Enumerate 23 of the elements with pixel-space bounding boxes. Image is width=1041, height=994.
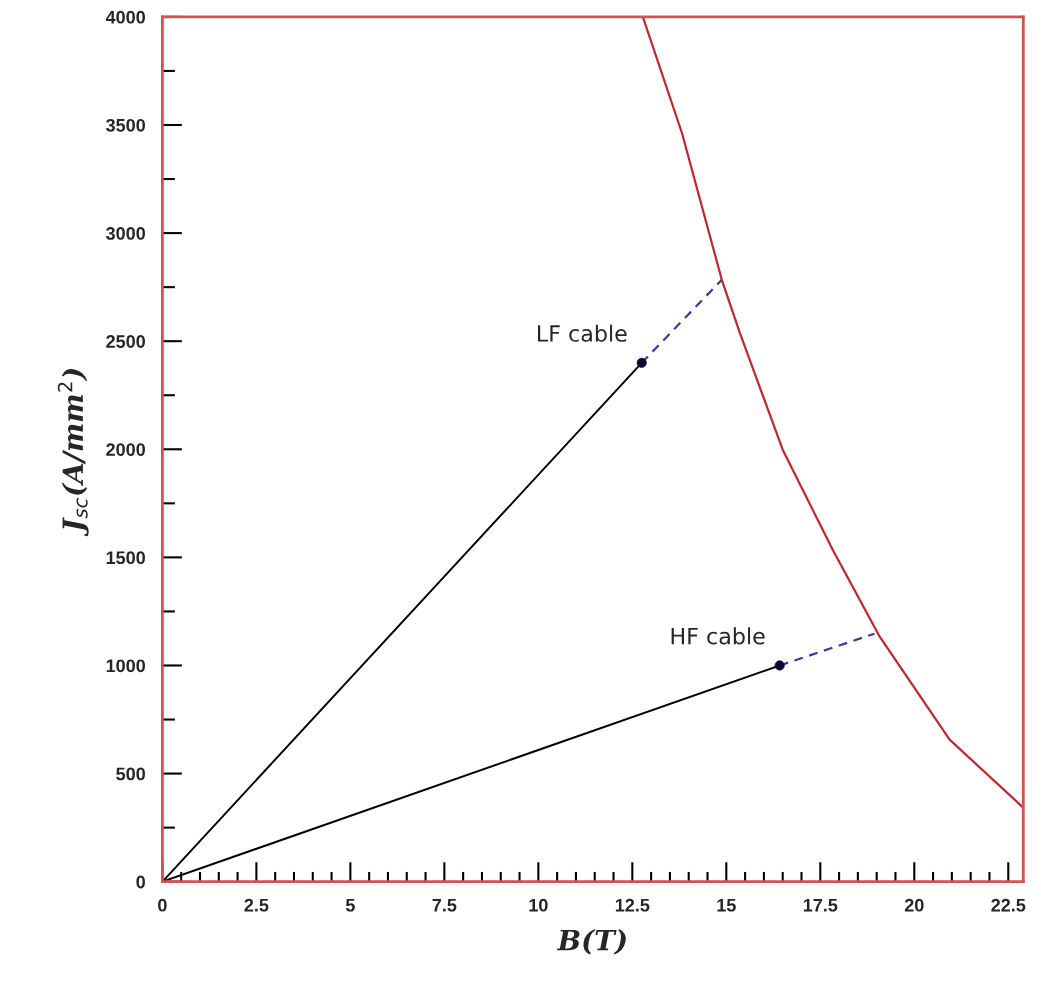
y-tick-label: 1500 — [106, 551, 145, 565]
x-tick-label: 7.5 — [432, 899, 457, 912]
y-tick-label: 4000 — [105, 10, 145, 24]
y-axis-title: J$_{sc}$(A/mm$^{2}$) — [57, 369, 89, 537]
annotation: HF cable — [671, 627, 765, 645]
annotation: LF cable — [538, 324, 627, 342]
x-tick-label: 2.5 — [244, 898, 269, 912]
x-tick-label: 0 — [158, 898, 167, 912]
x-tick-label: 20 — [904, 898, 924, 912]
y-tick-label: 3500 — [105, 118, 145, 132]
x-tick-label: 12.5 — [615, 898, 650, 912]
y-tick-label: 2500 — [106, 335, 145, 348]
x-tick-label: 5 — [345, 899, 355, 912]
x-axis-title: B(T) — [556, 929, 626, 955]
x-tick-label: 17.5 — [803, 899, 838, 912]
x-tick-label: 10 — [529, 898, 548, 912]
x-tick-label: 15 — [717, 899, 736, 912]
y-tick-label: 2000 — [106, 443, 145, 457]
x-tick-label: 22.5 — [991, 898, 1026, 912]
y-tick-label: 3000 — [105, 227, 145, 240]
y-tick-label: 1000 — [106, 659, 145, 673]
y-tick-label: 0 — [136, 875, 145, 889]
y-tick-label: 500 — [116, 767, 145, 781]
